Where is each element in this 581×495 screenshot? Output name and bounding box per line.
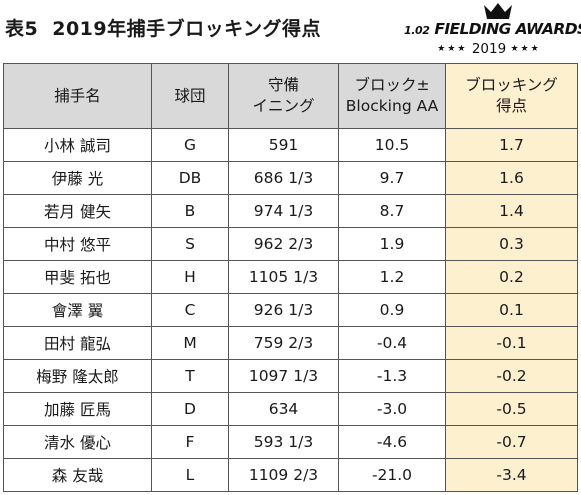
header-blocking-aa-line1: ブロック± [354,76,430,94]
cell-catcher-name: 加藤 匠馬 [3,392,152,426]
cell-catcher-name: 田村 龍弘 [3,326,152,360]
cell-innings: 759 2/3 [228,326,339,360]
cell-catcher-name: 小林 誠司 [3,128,152,162]
cell-innings: 1097 1/3 [228,359,339,393]
table-row: 田村 龍弘 M 759 2/3 -0.4 -0.1 [3,326,578,360]
cell-blocking-aa: -0.4 [338,326,446,360]
cell-catcher-name: 若月 健矢 [3,194,152,228]
header-blocking-aa-line2: Blocking AA [345,97,439,115]
header-row: 捕手名 球団 守備 イニング ブロック± Blocking AA ブロッキング … [3,63,578,129]
cell-team: B [151,194,229,228]
cell-innings: 686 1/3 [228,161,339,195]
cell-team: F [151,425,229,459]
header-innings-line1: 守備 [267,76,299,94]
header-blocking-score-line2: 得点 [495,97,527,115]
logo-year-line: ★★★ 2019 ★★★ [404,41,574,57]
table-row: 若月 健矢 B 974 1/3 8.7 1.4 [3,194,578,228]
cell-catcher-name: 中村 悠平 [3,227,152,261]
cell-blocking-score: -3.4 [445,458,578,492]
cell-innings: 926 1/3 [228,293,339,327]
header-blocking-score: ブロッキング 得点 [445,63,578,129]
table-row: 甲斐 拓也 H 1105 1/3 1.2 0.2 [3,260,578,294]
cell-innings: 593 1/3 [228,425,339,459]
cell-blocking-aa: -4.6 [338,425,446,459]
cell-team: T [151,359,229,393]
cell-team: G [151,128,229,162]
header-catcher-name: 捕手名 [3,63,152,129]
cell-blocking-aa: -1.3 [338,359,446,393]
cell-blocking-score: -0.5 [445,392,578,426]
cell-team: D [151,392,229,426]
cell-blocking-score: 1.7 [445,128,578,162]
cell-innings: 634 [228,392,339,426]
page-title: 表5 2019年捕手ブロッキング得点 [5,14,321,41]
header-catcher-name-label: 捕手名 [54,86,101,105]
cell-blocking-score: 0.1 [445,293,578,327]
table-row: 森 友哉 L 1109 2/3 -21.0 -3.4 [3,458,578,492]
table-title-text: 2019年捕手ブロッキング得点 [52,18,322,40]
table-row: 會澤 翼 C 926 1/3 0.9 0.1 [3,293,578,327]
cell-blocking-aa: 8.7 [338,194,446,228]
cell-blocking-aa: 1.2 [338,260,446,294]
cell-blocking-score: 0.2 [445,260,578,294]
table-row: 小林 誠司 G 591 10.5 1.7 [3,128,578,162]
cell-team: L [151,458,229,492]
header-team: 球団 [151,63,229,129]
blocking-table: 捕手名 球団 守備 イニング ブロック± Blocking AA ブロッキング … [3,63,578,492]
cell-catcher-name: 森 友哉 [3,458,152,492]
cell-innings: 974 1/3 [228,194,339,228]
table-body: 小林 誠司 G 591 10.5 1.7 伊藤 光 DB 686 1/3 9.7 1.6 若月 健矢… [3,128,578,492]
cell-catcher-name: 伊藤 光 [3,161,152,195]
cell-blocking-score: -0.2 [445,359,578,393]
cell-team: S [151,227,229,261]
table-row: 加藤 匠馬 D 634 -3.0 -0.5 [3,392,578,426]
cell-catcher-name: 清水 優心 [3,425,152,459]
cell-blocking-aa: 9.7 [338,161,446,195]
logo-year: 2019 [471,41,507,57]
cell-blocking-aa: -21.0 [338,458,446,492]
logo-brand: 1.02 FIELDING AWARDS [404,20,581,38]
cell-innings: 962 2/3 [228,227,339,261]
logo-stars-right: ★★★ [510,44,541,54]
cell-team: C [151,293,229,327]
cell-catcher-name: 會澤 翼 [3,293,152,327]
table-row: 梅野 隆太郎 T 1097 1/3 -1.3 -0.2 [3,359,578,393]
cell-catcher-name: 梅野 隆太郎 [3,359,152,393]
cell-innings: 1105 1/3 [228,260,339,294]
header-innings: 守備 イニング [228,63,339,129]
cell-team: H [151,260,229,294]
cell-blocking-score: -0.7 [445,425,578,459]
header-blocking-score-line1: ブロッキング [465,76,558,94]
header-innings-line2: イニング [252,97,315,115]
table-header: 捕手名 球団 守備 イニング ブロック± Blocking AA ブロッキング … [3,63,578,129]
cell-blocking-score: 1.6 [445,161,578,195]
fielding-awards-logo: 1.02 FIELDING AWARDS ★★★ 2019 ★★★ [404,2,581,60]
cell-team: DB [151,161,229,195]
table-row: 中村 悠平 S 962 2/3 1.9 0.3 [3,227,578,261]
cell-catcher-name: 甲斐 拓也 [3,260,152,294]
cell-innings: 1109 2/3 [228,458,339,492]
header-team-label: 球団 [174,86,206,105]
logo-brand-number: 1.02 [404,24,430,37]
cell-team: M [151,326,229,360]
cell-blocking-score: 0.3 [445,227,578,261]
table-number-label: 表5 [5,18,39,40]
cell-blocking-aa: -3.0 [338,392,446,426]
table-row: 伊藤 光 DB 686 1/3 9.7 1.6 [3,161,578,195]
cell-blocking-aa: 10.5 [338,128,446,162]
cell-blocking-score: -0.1 [445,326,578,360]
cell-innings: 591 [228,128,339,162]
logo-brand-text: FIELDING AWARDS [434,20,581,38]
cell-blocking-score: 1.4 [445,194,578,228]
logo-stars-left: ★★★ [437,44,468,54]
cell-blocking-aa: 1.9 [338,227,446,261]
table-row: 清水 優心 F 593 1/3 -4.6 -0.7 [3,425,578,459]
cell-blocking-aa: 0.9 [338,293,446,327]
header-blocking-aa: ブロック± Blocking AA [338,63,446,129]
crown-icon [484,3,512,19]
